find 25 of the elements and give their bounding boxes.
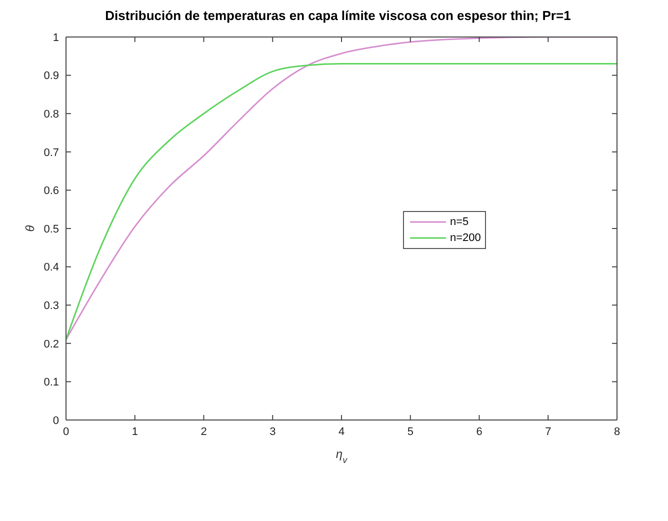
x-tick-label: 6 (476, 426, 482, 438)
chart-title: Distribución de temperaturas en capa límite viscosa con espesor thin; Pr=1 (104, 8, 572, 25)
x-tick-label: 8 (614, 426, 620, 438)
x-tick-label: 0 (62, 426, 70, 438)
y-tick-label: 0.3 (44, 300, 59, 312)
y-tick-label: 0.6 (44, 185, 59, 198)
y-tick-label: 0.8 (44, 108, 59, 121)
x-axis-title: η$_{v}$ (336, 447, 348, 465)
x-tick-label: 1 (132, 426, 138, 438)
y-tick-label: 0.4 (44, 262, 59, 274)
legend-label: n=200 (450, 232, 481, 244)
y-tick-label: 0 (52, 414, 59, 427)
x-tick-label: 4 (338, 426, 345, 438)
y-tick-label: 1 (52, 32, 59, 44)
x-tick-label: 3 (270, 426, 276, 438)
y-tick-label: 0.2 (44, 338, 59, 350)
x-tick-label: 7 (545, 426, 552, 438)
y-axis-title: θ (23, 224, 37, 232)
y-tick-label: 0.9 (44, 70, 59, 82)
y-tick-label: 0.1 (44, 376, 59, 389)
y-tick-label: 0.7 (44, 146, 59, 159)
x-tick-label: 5 (407, 426, 414, 438)
y-tick-label: 0.5 (44, 223, 59, 236)
x-tick-label: 2 (200, 426, 207, 438)
legend-label: n=5 (450, 216, 469, 228)
